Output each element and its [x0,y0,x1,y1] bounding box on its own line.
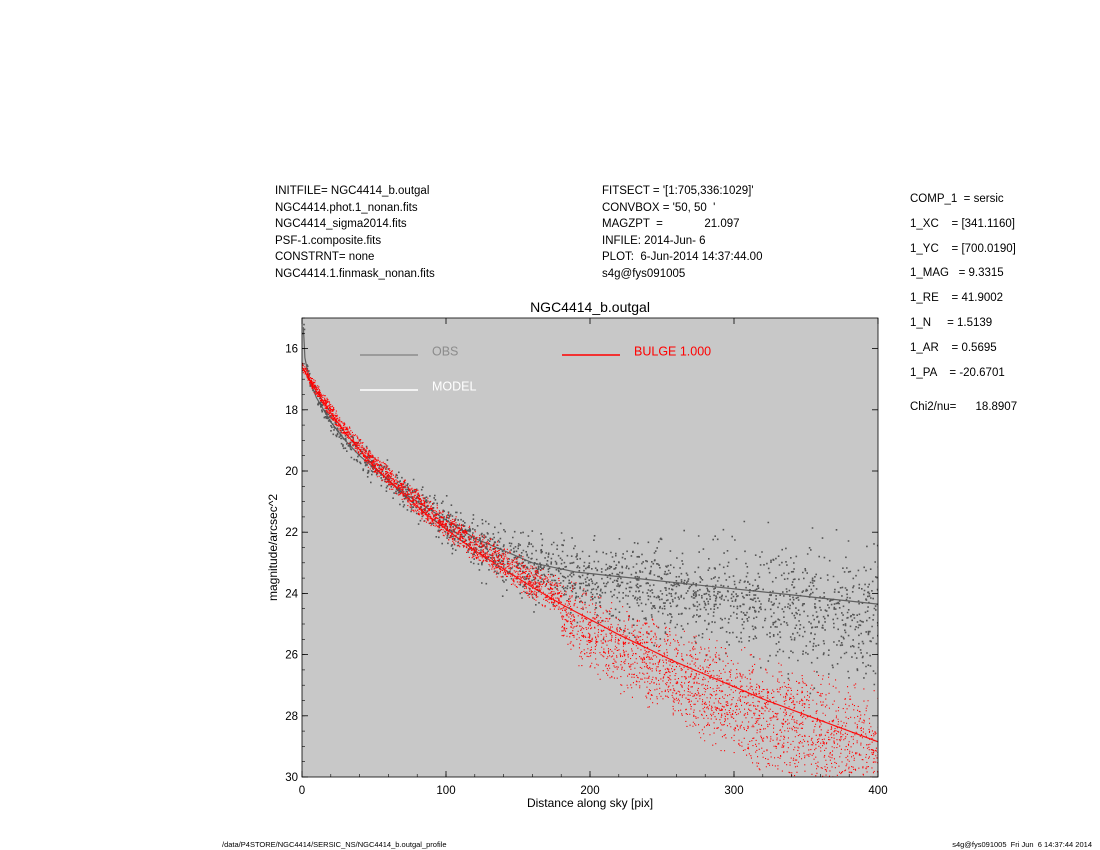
y-tick-label: 24 [285,588,298,600]
param-line: 1_PA = -20.6701 [910,366,1005,379]
header-line: PLOT: 6-Jun-2014 14:37:44.00 [602,251,763,263]
y-tick-label: 26 [285,650,298,662]
y-axis-label: magnitude/arcsec^2 [266,494,280,601]
param-line: 1_YC = [700.0190] [910,242,1016,255]
legend-label: BULGE 1.000 [634,345,711,359]
header-line: NGC4414_sigma2014.fits [275,218,407,230]
plot-area [302,318,878,777]
header-line: MAGZPT = 21.097 [602,218,740,230]
legend-label: MODEL [432,380,477,394]
header-line: FITSECT = '[1:705,336:1029]' [602,185,754,197]
header-file-info: INITFILE= NGC4414_b.outgal NGC4414.phot.… [275,183,435,282]
legend: OBS MODEL BULGE 1.000 [360,345,711,394]
component-params: COMP_1 = sersic 1_XC = [341.1160] 1_YC =… [910,191,1017,416]
x-axis-label: Distance along sky [pix] [527,796,653,810]
header-line: NGC4414.phot.1_nonan.fits [275,201,418,214]
header-line: s4g@fys091005 [602,267,686,280]
header-line: CONVBOX = '50, 50 ' [602,201,716,214]
header-line: PSF-1.composite.fits [275,234,382,247]
header-line: NGC4414.1.finmask_nonan.fits [275,267,435,280]
param-line: 1_XC = [341.1160] [910,217,1015,230]
axes-layer: 0 100 200 300 400 16 18 20 22 24 26 28 30 [285,317,888,797]
y-tick-label: 22 [285,527,298,539]
param-line: 1_N = 1.5139 [910,316,993,329]
header-line: INFILE: 2014-Jun- 6 [602,234,706,247]
header-line: INITFILE= NGC4414_b.outgal [275,185,430,197]
x-tick-label: 200 [580,785,599,797]
scatter-layer [302,323,878,777]
x-tick-label: 100 [436,785,455,797]
legend-label: OBS [432,345,458,359]
param-line: 1_AR = 0.5695 [910,341,997,354]
header-line: CONSTRNT= none [275,251,375,263]
y-tick-label: 16 [285,344,298,356]
footer-timestamp: s4g@fys091005 Fri Jun 6 14:37:44 2014 [952,840,1092,849]
y-tick-label: 20 [285,466,298,478]
x-tick-label: 0 [299,785,305,797]
param-line: COMP_1 = sersic [910,193,1004,205]
footer-path: /data/P4STORE/NGC4414/SERSIC_NS/NGC4414_… [222,840,447,849]
param-line: 1_MAG = 9.3315 [910,267,1004,280]
x-tick-label: 400 [868,785,887,797]
y-tick-label: 18 [285,405,298,417]
header-fit-info: FITSECT = '[1:705,336:1029]' CONVBOX = '… [602,183,762,282]
param-line: 1_RE = 41.9002 [910,292,1004,305]
y-tick-label: 28 [285,711,298,723]
y-tick-label: 30 [285,772,298,784]
chart-title: NGC4414_b.outgal [530,299,650,315]
chi2-value: Chi2/nu= 18.8907 [910,401,1018,414]
x-tick-label: 300 [724,785,743,797]
